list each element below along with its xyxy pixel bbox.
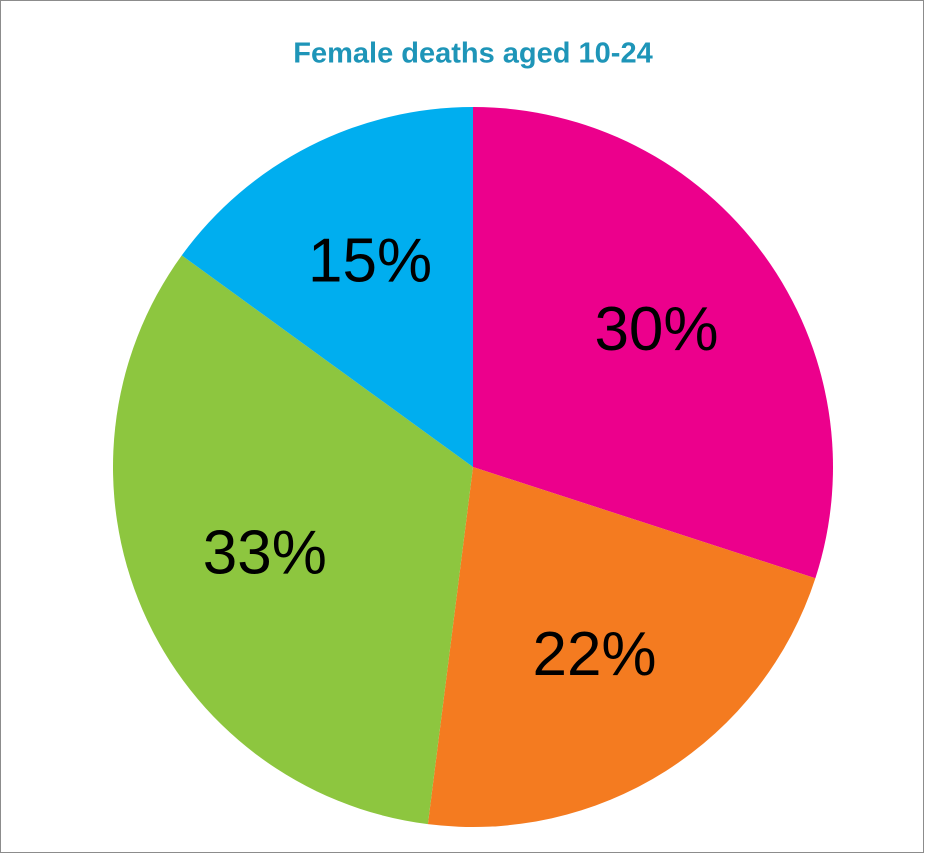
pie-slice: [113, 255, 474, 825]
data-label: 30%: [594, 295, 718, 364]
data-label: 22%: [532, 620, 656, 689]
pie-slice: [473, 107, 833, 579]
data-label: 15%: [308, 226, 432, 295]
data-label: 33%: [203, 518, 327, 587]
pie-slice: [181, 107, 473, 467]
pie-slice: [427, 467, 816, 827]
chart-title: Female deaths aged 10-24: [293, 38, 652, 70]
